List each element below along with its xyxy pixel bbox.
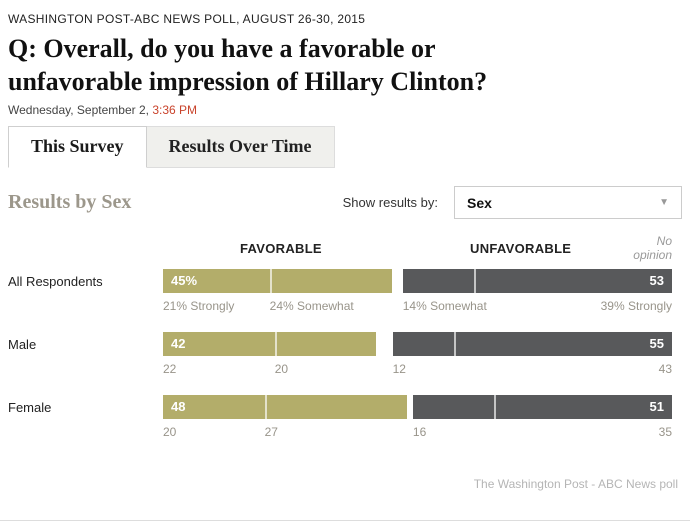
unfavorable-bar: 53 bbox=[402, 269, 672, 293]
favorable-bar: 45% bbox=[163, 269, 392, 293]
row-label: Female bbox=[8, 400, 52, 415]
unfavorable-strongly-label: 35 bbox=[658, 425, 672, 439]
favorable-somewhat-label: 27 bbox=[264, 425, 278, 439]
unfavorable-value: 53 bbox=[649, 273, 664, 288]
unfavorable-bar: 55 bbox=[392, 332, 672, 356]
bottom-divider bbox=[0, 520, 690, 521]
bar-area: 45% 53 bbox=[8, 269, 682, 293]
unfavorable-bar: 51 bbox=[412, 395, 672, 419]
sub-labels: 21% Strongly 24% Somewhat 14% Somewhat 3… bbox=[8, 299, 682, 315]
tab-bar: This Survey Results Over Time bbox=[8, 126, 682, 168]
favorable-column-header: FAVORABLE bbox=[240, 241, 322, 256]
section-title: Results by Sex bbox=[8, 191, 132, 213]
favorable-value: 45% bbox=[171, 273, 198, 288]
tab-results-over-time[interactable]: Results Over Time bbox=[146, 126, 335, 168]
unfavorable-value: 55 bbox=[649, 336, 664, 351]
segment-divider bbox=[264, 395, 267, 419]
chart-row-all-respondents: All Respondents 45% 53 21% Strongly 24% … bbox=[8, 269, 682, 332]
favorable-value: 48 bbox=[171, 399, 186, 414]
unfavorable-somewhat-label: 14% Somewhat bbox=[402, 299, 487, 313]
show-results-dropdown[interactable]: Sex ▼ bbox=[454, 186, 682, 219]
time-text: 3:36 PM bbox=[152, 103, 198, 117]
unfavorable-strongly-label: 43 bbox=[658, 362, 672, 376]
chart-row-male: Male 42 55 22 20 12 43 bbox=[8, 332, 682, 395]
no-opinion-column-header: No opinion bbox=[633, 234, 672, 262]
segment-divider bbox=[494, 395, 497, 419]
row-label: All Respondents bbox=[8, 274, 103, 289]
page-title: Q: Overall, do you have a favorable or u… bbox=[8, 34, 488, 96]
chevron-down-icon: ▼ bbox=[659, 197, 669, 208]
kicker: WASHINGTON POST-ABC NEWS POLL, AUGUST 26… bbox=[8, 12, 366, 26]
favorable-somewhat-label: 20 bbox=[274, 362, 289, 376]
segment-divider bbox=[473, 269, 476, 293]
favorable-strongly-label: 22 bbox=[163, 362, 177, 376]
segment-divider bbox=[453, 332, 456, 356]
unfavorable-strongly-label: 39% Strongly bbox=[600, 299, 672, 313]
tab-this-survey[interactable]: This Survey bbox=[8, 126, 147, 168]
dateline: Wednesday, September 2, 3:36 PM bbox=[8, 103, 682, 117]
source-credit: The Washington Post - ABC News poll bbox=[473, 477, 678, 491]
row-label: Male bbox=[8, 337, 37, 352]
favorable-somewhat-label: 24% Somewhat bbox=[269, 299, 354, 313]
controls-row: Results by Sex Show results by: Sex ▼ bbox=[8, 186, 682, 219]
footer: The Washington Post - ABC News poll bbox=[8, 477, 682, 491]
bar-area: 48 51 bbox=[8, 395, 682, 419]
date-text: Wednesday, September 2, bbox=[8, 103, 149, 117]
chart-row-female: Female 48 51 20 27 16 35 bbox=[8, 395, 682, 458]
sub-labels: 20 27 16 35 bbox=[8, 425, 682, 441]
dropdown-selected-value: Sex bbox=[467, 194, 492, 211]
segment-divider bbox=[269, 269, 272, 293]
favorable-bar: 42 bbox=[163, 332, 377, 356]
unfavorable-column-header: UNFAVORABLE bbox=[470, 241, 572, 256]
bar-area: 42 55 bbox=[8, 332, 682, 356]
favorable-value: 42 bbox=[171, 336, 186, 351]
show-results-group: Show results by: Sex ▼ bbox=[343, 186, 682, 219]
show-results-label: Show results by: bbox=[342, 195, 438, 210]
favorable-strongly-label: 21% Strongly bbox=[163, 299, 235, 313]
poll-chart: FAVORABLE UNFAVORABLE No opinion All Res… bbox=[8, 234, 682, 459]
segment-divider bbox=[274, 332, 277, 356]
unfavorable-somewhat-label: 12 bbox=[392, 362, 406, 376]
favorable-strongly-label: 20 bbox=[163, 425, 177, 439]
favorable-bar: 48 bbox=[163, 395, 407, 419]
sub-labels: 22 20 12 43 bbox=[8, 362, 682, 378]
unfavorable-somewhat-label: 16 bbox=[412, 425, 427, 439]
unfavorable-value: 51 bbox=[649, 399, 664, 414]
column-headers: FAVORABLE UNFAVORABLE No opinion bbox=[8, 234, 682, 269]
